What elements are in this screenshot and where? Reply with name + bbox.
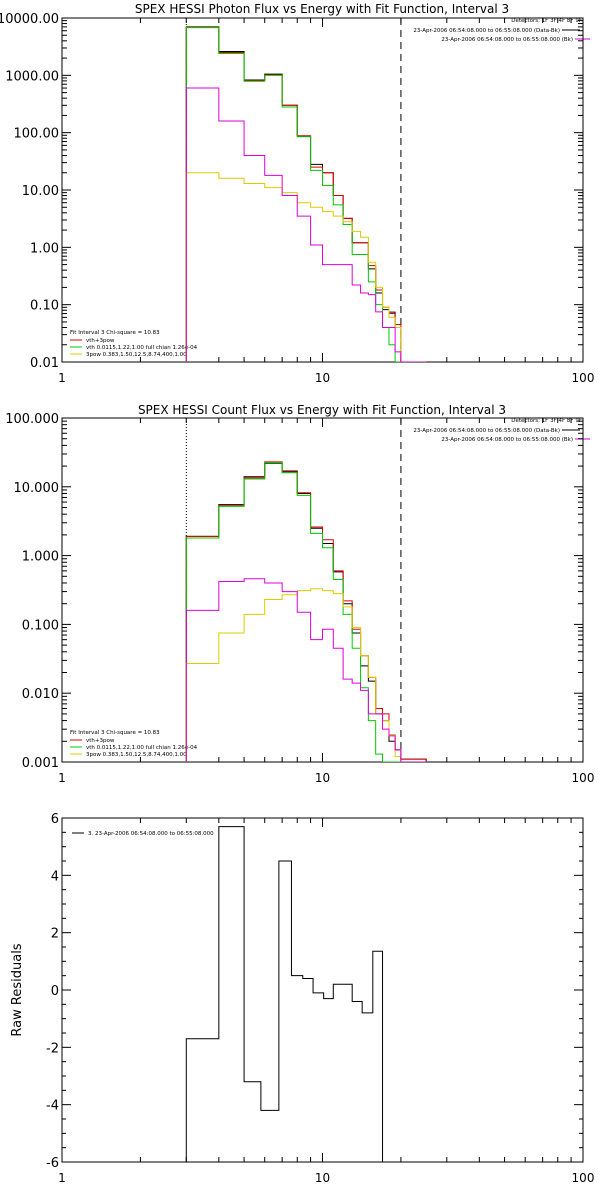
y-tick-label-0: 10.00	[22, 184, 59, 199]
series-vth-1	[185, 462, 427, 762]
series-bk-0	[185, 87, 427, 362]
x-tick-label-2: 1	[58, 1171, 66, 1185]
y-tick-label-1: 0.010	[22, 687, 59, 702]
residual-legend: 3. 23-Apr-2006 06:54:08.000 to 06:55:08.…	[88, 831, 214, 837]
x-tick-label-1: 10	[315, 771, 330, 785]
photon-fit-legend-3pow: 3pow 0.383,1.50,12.5,8.74,400,1.00	[86, 352, 187, 358]
y-tick-label-1: 100.000	[5, 412, 59, 427]
y-tick-label-2: 4	[51, 869, 59, 884]
y-tick-label-1: 10.000	[14, 481, 60, 496]
count-detector-label: Detectors: 1F 3F 4F 8F 9F	[511, 418, 582, 424]
y-tick-label-2: 2	[51, 927, 59, 942]
x-tick-label-0: 10	[315, 371, 330, 385]
series-vth-0	[185, 27, 427, 362]
y-tick-label-1: 0.001	[22, 756, 59, 771]
x-tick-label-0: 100	[572, 371, 595, 385]
photon-time-label-data-bk: 23-Apr-2006 06:54:08.000 to 06:55:08.000…	[413, 28, 560, 34]
x-tick-label-2: 100	[572, 1171, 595, 1185]
y-tick-label-0: 0.01	[30, 356, 59, 371]
photon-fit-legend-title: Fit Interval 3 Chi-square = 10.83	[70, 330, 160, 336]
y-tick-label-2: -4	[46, 1099, 59, 1114]
y-tick-label-0: 1.00	[30, 241, 59, 256]
photon-flux-panel: SPEX HESSI Photon Flux vs Energy with Fi…	[0, 2, 594, 385]
x-tick-label-1: 100	[572, 771, 595, 785]
plot-frame-0	[61, 17, 584, 363]
residual-y-axis-label: Raw Residuals	[10, 943, 25, 1036]
series-3pow-0	[185, 172, 427, 362]
residuals-panel: 3. 23-Apr-2006 06:54:08.000 to 06:55:08.…	[10, 812, 594, 1185]
x-tick-label-0: 1	[58, 371, 66, 385]
y-tick-label-0: 10000.00	[0, 12, 59, 27]
photon-time-label-bk: 23-Apr-2006 06:54:08.000 to 06:55:08.000…	[441, 37, 573, 43]
y-tick-label-2: 6	[51, 812, 59, 827]
series-bk-1	[185, 578, 427, 762]
photon-fit-legend-total: vth+3pow	[86, 338, 115, 344]
x-tick-label-2: 10	[315, 1171, 330, 1185]
count-flux-panel: SPEX HESSI Count Flux vs Energy with Fit…	[5, 403, 594, 785]
series-3-23-apr-2006-06-54-08-000-to-06-55-08-000-2	[185, 826, 384, 1162]
photon-detector-label: Detectors: 1F 3F 4F 8F 9F	[511, 18, 582, 24]
count-fit-legend-title: Fit Interval 3 Chi-square = 10.83	[70, 730, 160, 736]
count-flux-title: SPEX HESSI Count Flux vs Energy with Fit…	[138, 403, 506, 417]
y-tick-label-2: -2	[46, 1041, 59, 1056]
x-tick-label-1: 1	[58, 771, 66, 785]
y-tick-label-0: 0.10	[30, 299, 59, 314]
y-tick-label-0: 1000.00	[5, 69, 59, 84]
photon-fit-legend-vth: vth 0.0115,1.22,1.00 full chian 1.26e-04	[86, 345, 198, 351]
y-tick-label-2: -6	[46, 1156, 59, 1171]
y-tick-label-0: 100.00	[14, 127, 60, 142]
count-fit-legend-vth: vth 0.0115,1.22,1.00 full chian 1.26e-04	[86, 745, 198, 751]
plot-frame-2	[61, 817, 584, 1163]
y-tick-label-2: 0	[51, 984, 59, 999]
y-tick-label-1: 0.100	[22, 618, 59, 633]
count-fit-legend-3pow: 3pow 0.383,1.50,12.5,8.74,400,1.00	[86, 752, 187, 758]
series-data-bk-0	[185, 26, 427, 362]
y-tick-label-1: 1.000	[22, 550, 59, 565]
count-fit-legend-total: vth+3pow	[86, 738, 115, 744]
count-time-label-data-bk: 23-Apr-2006 06:54:08.000 to 06:55:08.000…	[413, 428, 560, 434]
count-time-label-bk: 23-Apr-2006 06:54:08.000 to 06:55:08.000…	[441, 437, 573, 443]
photon-flux-title: SPEX HESSI Photon Flux vs Energy with Fi…	[135, 2, 509, 16]
